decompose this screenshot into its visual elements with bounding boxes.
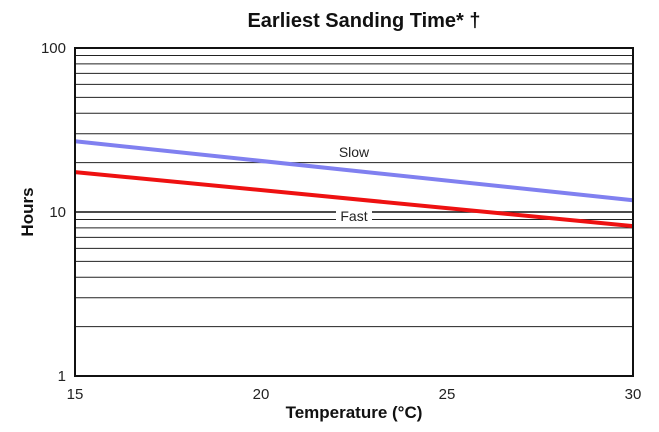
series-line-slow — [74, 139, 634, 203]
x-tick-label: 30 — [625, 386, 642, 403]
tick-labels: 15 20 25 30 1 10 100 — [41, 40, 641, 403]
x-axis-label: Temperature (°C) — [286, 403, 423, 422]
series-label-bg — [336, 208, 372, 224]
y-tick-label: 1 — [58, 368, 66, 385]
plot-frame — [74, 47, 634, 377]
y-tick-label: 10 — [49, 204, 66, 221]
x-tick-label: 25 — [439, 386, 456, 403]
x-tick-label: 15 — [67, 386, 84, 403]
series-label-fast: Fast — [340, 208, 367, 224]
chart-title: Earliest Sanding Time* † — [247, 10, 480, 32]
x-tick-label: 20 — [253, 386, 270, 403]
series-label-bg — [336, 144, 372, 160]
y-tick-label: 100 — [41, 40, 66, 57]
series-lines: Slow Fast — [74, 139, 634, 229]
series-line-fast — [74, 170, 634, 229]
y-axis-label: Hours — [18, 187, 37, 236]
series-label-slow: Slow — [339, 144, 370, 160]
